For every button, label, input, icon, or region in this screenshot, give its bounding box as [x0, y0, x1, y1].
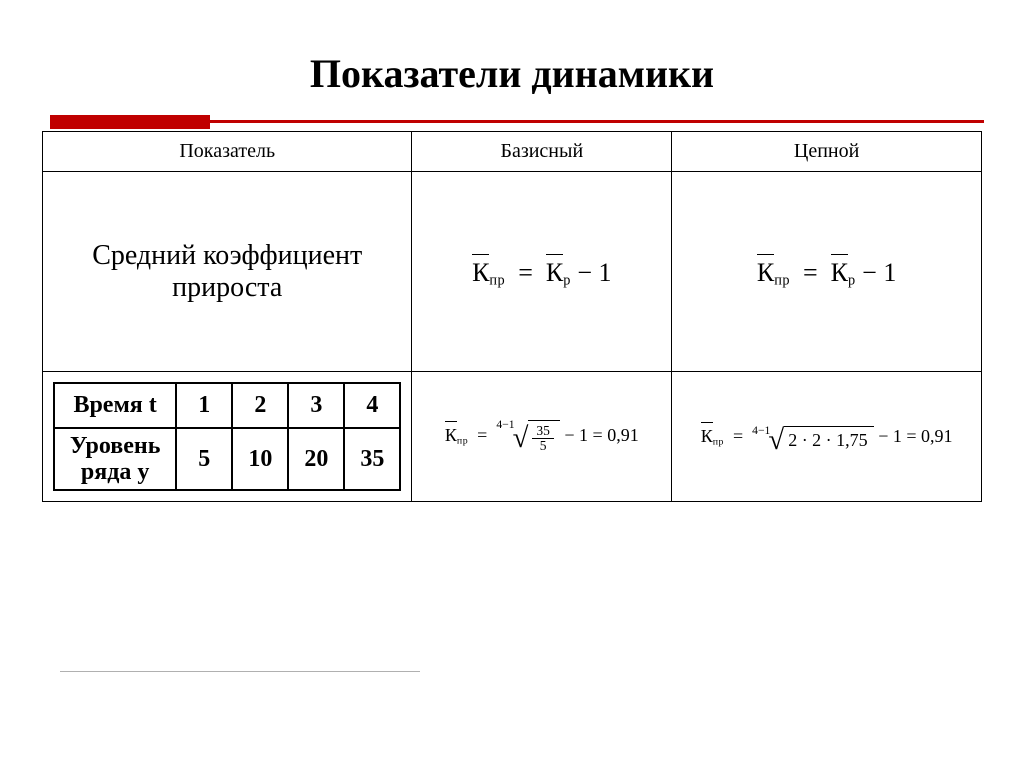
- inner-val: 35: [344, 428, 400, 491]
- inner-row-level: Уровень ряда y 5 10 20 35: [54, 428, 400, 491]
- inner-data-table: Время t 1 2 3 4 Уровень ряда y 5 10 20 3…: [53, 382, 401, 492]
- page-title: Показатели динамики: [40, 50, 984, 97]
- slide: Показатели динамики Показатель Базисный …: [0, 0, 1024, 767]
- inner-label-time: Время t: [54, 383, 176, 428]
- calc-chain: Кпр = 4−1 √ 2 · 2 · 1,75 − 1 = 0,91: [672, 372, 982, 502]
- inner-label-level: Уровень ряда y: [54, 428, 176, 491]
- accent-rule: [50, 115, 984, 129]
- inner-val: 2: [232, 383, 288, 428]
- inner-val: 4: [344, 383, 400, 428]
- inner-row-time: Время t 1 2 3 4: [54, 383, 400, 428]
- row-indicator-label: Средний коэффициент прироста: [43, 172, 412, 372]
- fraction: 35 5: [532, 424, 554, 453]
- inner-val: 20: [288, 428, 344, 491]
- data-row: Время t 1 2 3 4 Уровень ряда y 5 10 20 3…: [43, 372, 982, 502]
- nested-data-cell: Время t 1 2 3 4 Уровень ряда y 5 10 20 3…: [43, 372, 412, 502]
- formula-base: Кпр = Кр − 1: [412, 172, 672, 372]
- root-base: 4−1 √ 35 5: [496, 420, 560, 453]
- inner-val: 3: [288, 383, 344, 428]
- root-chain: 4−1 √ 2 · 2 · 1,75: [752, 426, 874, 451]
- footer-divider: [60, 671, 420, 672]
- col-header-indicator: Показатель: [43, 132, 412, 172]
- calc-base: Кпр = 4−1 √ 35 5 − 1 = 0,91: [412, 372, 672, 502]
- inner-val: 10: [232, 428, 288, 491]
- main-table: Показатель Базисный Цепной Средний коэфф…: [42, 131, 982, 502]
- inner-val: 1: [176, 383, 232, 428]
- formula-row: Средний коэффициент прироста Кпр = Кр − …: [43, 172, 982, 372]
- col-header-base: Базисный: [412, 132, 672, 172]
- table-header-row: Показатель Базисный Цепной: [43, 132, 982, 172]
- formula-chain: Кпр = Кр − 1: [672, 172, 982, 372]
- inner-val: 5: [176, 428, 232, 491]
- col-header-chain: Цепной: [672, 132, 982, 172]
